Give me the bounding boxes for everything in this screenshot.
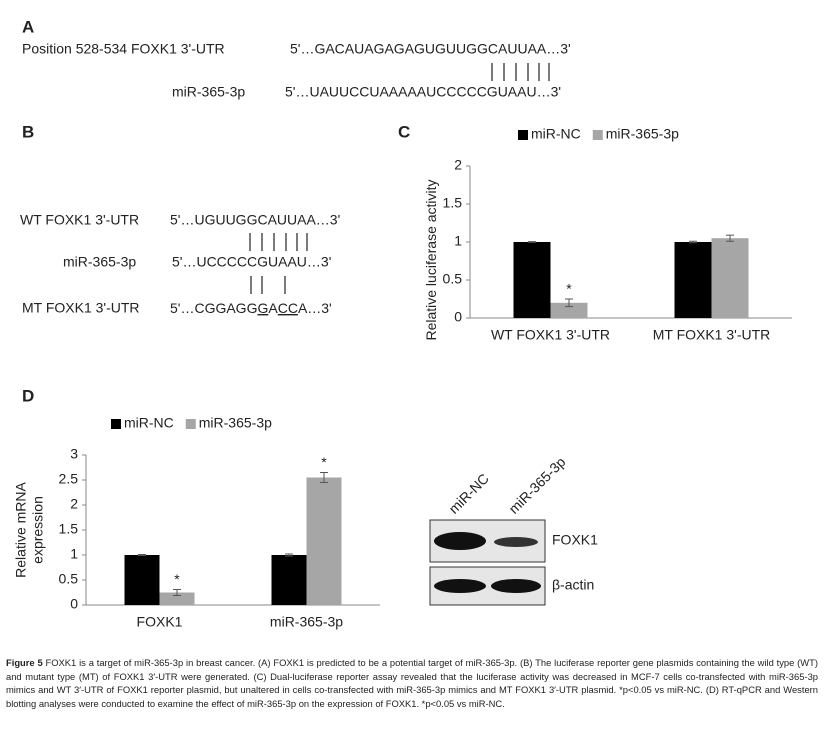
sequence-part: A…3'	[298, 300, 332, 316]
sequence-part: G	[257, 300, 268, 316]
blot-band	[494, 537, 538, 547]
pairing-lines	[250, 276, 286, 294]
panel-label: D	[22, 386, 34, 405]
panel-label: B	[22, 122, 34, 141]
error-bar	[285, 553, 293, 557]
pairing-lines	[249, 233, 308, 251]
western-blot: miR-NC miR-365-3p FOXK1 β-actin	[429, 454, 598, 606]
y-axis-label: Relative mRNAexpression	[12, 482, 45, 578]
x-tick-label: FOXK1	[137, 614, 183, 630]
sequence-part: CC	[278, 300, 298, 316]
mirna-sequence: 5'…UAUUCCUAAAAAUCCCCCGUAAU…3'	[285, 84, 561, 100]
y-tick-label: 0	[70, 596, 78, 612]
legend-label: miR-NC	[124, 415, 174, 431]
error-bar	[138, 554, 146, 556]
blot-band	[491, 579, 541, 593]
y-tick-label: 3	[70, 446, 78, 462]
error-bar	[726, 234, 734, 242]
error-bar	[173, 589, 181, 596]
y-axis-label: Relative luciferase activity	[423, 179, 439, 340]
mt-sequence: 5'…CGGAGGGACCA…3'	[170, 300, 332, 316]
error-bar	[320, 472, 328, 483]
legend-swatch	[185, 419, 196, 429]
annotation: *	[174, 571, 180, 587]
bar	[124, 555, 160, 605]
legend-swatch	[518, 130, 528, 140]
y-axis-label-line: expression	[29, 496, 45, 564]
row-label: β-actin	[552, 577, 594, 593]
mt-name: MT FOXK1 3'-UTR	[22, 300, 140, 316]
sequence-part: A	[268, 300, 278, 316]
wt-name: WT FOXK1 3'-UTR	[20, 212, 139, 228]
error-bar	[689, 240, 697, 244]
bar	[550, 302, 588, 318]
pairing-lines	[491, 63, 550, 81]
error-bar	[565, 298, 573, 308]
bar	[711, 238, 749, 318]
lane-label: miR-365-3p	[505, 454, 568, 517]
x-tick-label: miR-365-3p	[270, 614, 343, 630]
legend-swatch	[111, 419, 121, 429]
y-tick-label: 1	[70, 546, 78, 562]
y-tick-label: 1	[454, 233, 462, 249]
legend-label: miR-365-3p	[606, 126, 679, 142]
target-sequence: 5'…GACAUAGAGAGUGUUGGCAUUAA…3'	[290, 41, 571, 57]
y-tick-label: 2	[454, 157, 462, 173]
blot-band	[434, 579, 486, 593]
mirna-name: miR-365-3p	[63, 254, 136, 270]
y-tick-label: 1.5	[443, 195, 463, 211]
panel-label: C	[398, 122, 410, 141]
caption-text: FOXK1 is a target of miR-365-3p in breas…	[6, 657, 818, 709]
bar	[271, 555, 307, 605]
bar	[159, 592, 195, 605]
bar	[513, 242, 551, 318]
legend-swatch	[592, 130, 603, 140]
mirna-sequence: 5'…UCCCCCGUAAU…3'	[172, 254, 331, 270]
sequence-part: 5'…CGGAGG	[170, 300, 257, 316]
y-tick-label: 1.5	[59, 521, 79, 537]
annotation: *	[566, 281, 572, 297]
mirna-name: miR-365-3p	[172, 84, 245, 100]
y-tick-label: 0.5	[443, 271, 463, 287]
y-tick-label: 2.5	[59, 471, 79, 487]
row-label: FOXK1	[552, 532, 598, 548]
x-tick-label: WT FOXK1 3'-UTR	[491, 327, 610, 343]
error-bar	[528, 241, 536, 243]
x-tick-label: MT FOXK1 3'-UTR	[653, 327, 771, 343]
panel-label: A	[22, 17, 34, 36]
y-axis-label-line: Relative luciferase activity	[423, 179, 439, 340]
caption: Figure 5 FOXK1 is a target of miR-365-3p…	[6, 656, 818, 710]
y-tick-label: 2	[70, 496, 78, 512]
legend-label: miR-NC	[531, 126, 581, 142]
bar	[306, 477, 342, 605]
lane-label: miR-NC	[445, 470, 492, 517]
y-tick-label: 0	[454, 309, 462, 325]
caption-label: Figure 5	[6, 657, 43, 668]
wt-sequence: 5'…UGUUGGCAUUAA…3'	[170, 212, 340, 228]
legend-label: miR-365-3p	[199, 415, 272, 431]
target-name: Position 528-534 FOXK1 3'-UTR	[22, 41, 225, 57]
blot-band	[434, 532, 486, 550]
bar	[674, 242, 712, 318]
y-axis-label-line: Relative mRNA	[12, 482, 28, 578]
y-tick-label: 0.5	[59, 571, 79, 587]
annotation: *	[321, 454, 327, 470]
